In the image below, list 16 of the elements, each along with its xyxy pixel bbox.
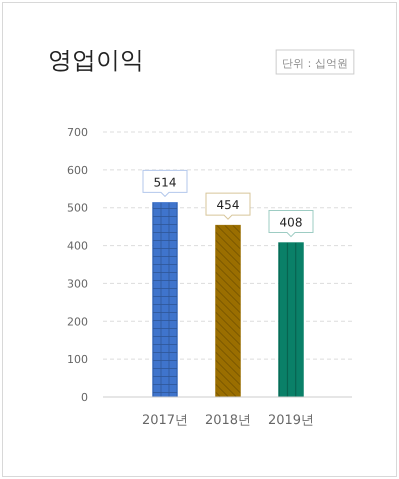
y-tick-label: 600 xyxy=(67,164,88,177)
x-tick-label: 2018년 xyxy=(204,413,252,428)
y-tick-label: 400 xyxy=(67,240,88,253)
y-tick-label: 200 xyxy=(67,315,88,328)
y-tick-label: 500 xyxy=(67,202,88,215)
data-label: 514 xyxy=(154,175,176,190)
y-tick-label: 0 xyxy=(81,391,88,404)
data-label: 454 xyxy=(216,198,240,212)
text: 단위 : 십억원 xyxy=(282,57,348,70)
x-tick-label: 2019년 xyxy=(268,413,314,428)
x-tick-label: 2017년 xyxy=(142,413,188,428)
data-label: 408 xyxy=(280,216,302,230)
y-tick-label: 700 xyxy=(67,126,88,139)
chart-title: 영업이익 xyxy=(48,46,144,74)
y-tick-label: 300 xyxy=(67,277,88,290)
y-tick-label: 100 xyxy=(67,353,88,366)
